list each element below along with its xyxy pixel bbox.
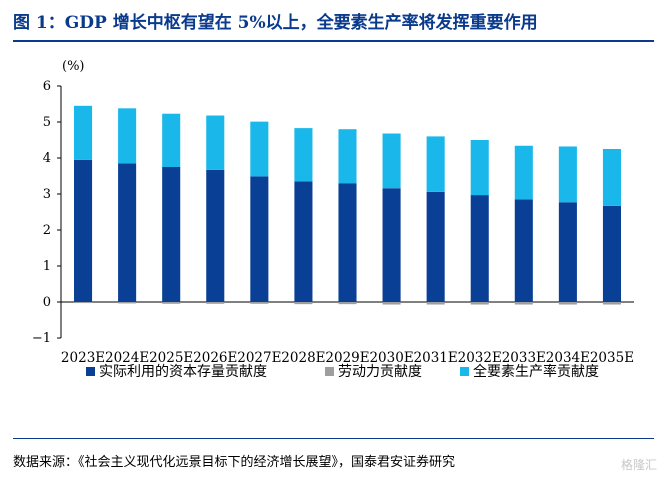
bar-segment-series-3 [558,146,577,203]
y-axis-unit-label: (%) [62,59,85,74]
chart-legend: 实际利用的资本存量贡献度 劳动力贡献度 全要素生产率贡献度 [86,363,599,380]
bar-segment-series-2 [602,302,621,305]
bar-segment-series-1 [74,159,93,302]
bar-segment-series-3 [162,113,181,167]
x-tick-label: 2035E [590,350,634,366]
y-tick-label: 5 [43,115,51,130]
bar-segment-series-1 [206,169,225,302]
bar-segment-series-2 [426,302,445,305]
bar-segment-series-2 [250,302,269,304]
x-tick-label: 2028E [281,350,325,366]
bar-segment-series-2 [382,302,401,305]
y-tick-label: −1 [32,331,51,346]
bar-segment-series-2 [338,302,357,305]
x-tick-label: 2024E [105,350,149,366]
y-tick-label: 0 [43,295,51,310]
bar-segment-series-1 [162,167,181,302]
bar-segment-series-2 [514,302,533,305]
y-tick-label: 2 [43,223,51,238]
legend-swatch [460,367,469,376]
x-tick-label: 2034E [546,350,590,366]
bar-segment-series-1 [426,191,445,302]
x-tick-label: 2033E [502,350,546,366]
bar-segment-series-2 [118,302,137,304]
bar-segment-series-1 [382,188,401,302]
x-tick-label: 2027E [237,350,281,366]
x-tick-label: 2026E [193,350,237,366]
bar-segment-series-3 [382,133,401,189]
bar-segment-series-1 [602,205,621,302]
legend-swatch [325,367,334,376]
bar-segment-series-2 [162,302,181,304]
legend-swatch [86,367,95,376]
bar-segment-series-1 [514,199,533,302]
y-tick-label: 1 [43,259,51,274]
source-divider [13,438,654,439]
bar-segment-series-3 [470,140,489,196]
x-tick-label: 2029E [325,350,369,366]
bar-segment-series-2 [74,302,93,304]
bar-segment-series-1 [118,163,137,302]
legend-label: 全要素生产率贡献度 [473,363,599,380]
watermark: 格隆汇 [620,458,657,472]
legend-label: 劳动力贡献度 [338,364,422,380]
bar-segment-series-3 [338,129,357,184]
bar-segment-series-3 [250,121,269,177]
bar-segment-series-2 [294,302,313,305]
bar-segment-series-3 [118,108,137,164]
bar-segment-series-3 [206,115,225,170]
figure-title: 图 1：GDP 增长中枢有望在 5%以上，全要素生产率将发挥重要作用 [13,13,538,33]
x-tick-label: 2025E [149,350,193,366]
x-tick-label: 2023E [61,350,105,366]
source-note: 数据来源：《社会主义现代化远景目标下的经济增长展望》，国泰君安证券研究 [13,455,456,470]
y-tick-label: 3 [43,187,51,202]
bar-segment-series-1 [294,181,313,302]
bar-segment-series-3 [74,105,93,160]
bar-segment-series-1 [470,195,489,302]
bar-segment-series-3 [602,149,621,206]
bar-segment-series-1 [338,183,357,302]
bar-segment-series-1 [558,202,577,302]
title-divider [13,40,654,42]
y-tick-label: 6 [43,79,51,94]
chart-bars [74,105,621,305]
x-tick-label: 2032E [458,350,502,366]
bar-segment-series-3 [514,145,533,200]
x-tick-label: 2030E [369,350,413,366]
legend-label: 实际利用的资本存量贡献度 [99,364,267,380]
bar-segment-series-3 [426,136,445,192]
bar-segment-series-2 [470,302,489,305]
bar-segment-series-3 [294,128,313,182]
y-tick-label: 4 [43,151,51,166]
bar-segment-series-2 [206,302,225,304]
x-tick-label: 2031E [414,350,458,366]
bar-segment-series-1 [250,176,269,302]
bar-segment-series-2 [558,302,577,305]
